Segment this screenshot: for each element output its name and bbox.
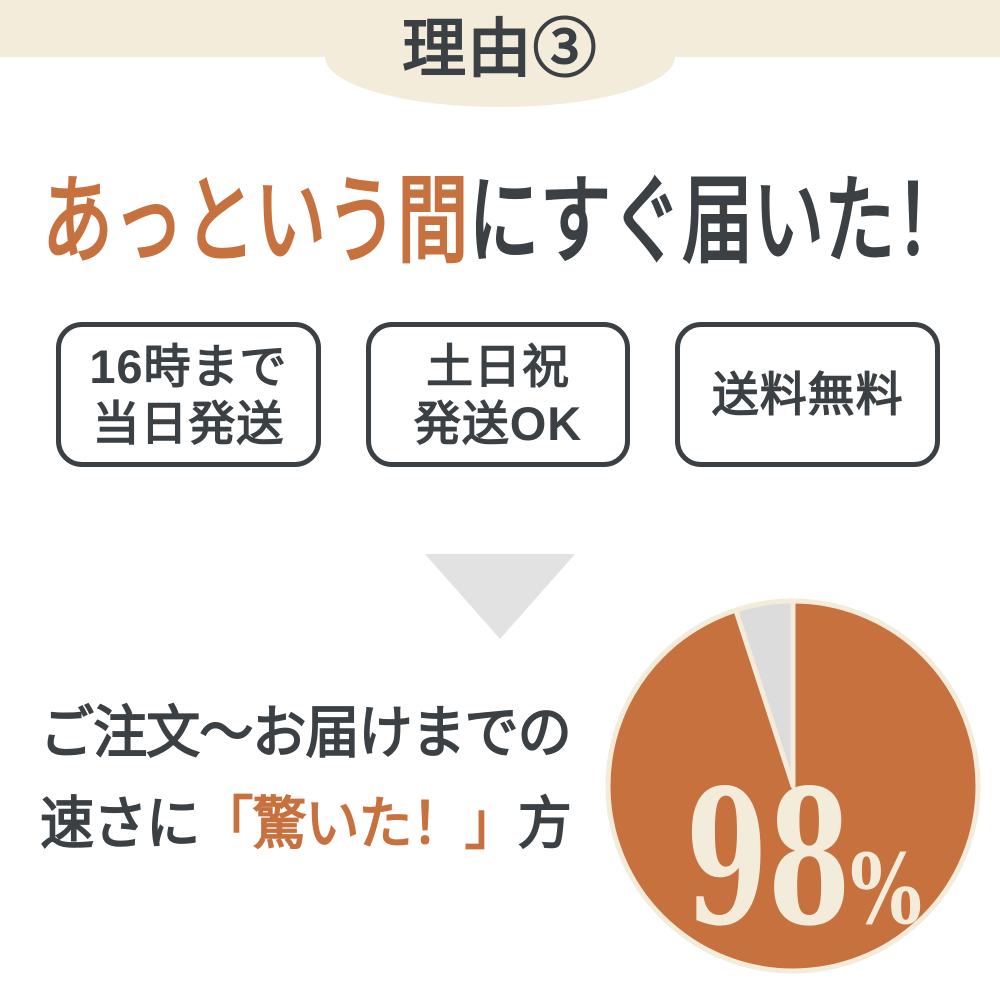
badge-free-shipping: 送料無料 (675, 322, 941, 467)
pie-percent-unit: % (850, 833, 922, 946)
badge-line: 当日発送 (92, 396, 285, 450)
badge-line: 発送OK (413, 396, 583, 450)
reason-label: 理由③ (402, 13, 598, 85)
caption-line2-highlight: 「驚いた！」 (199, 792, 518, 856)
top-banner-curve (325, 7, 675, 107)
survey-caption: ご注文〜お届けまでの 速さに「驚いた！」方 (40, 688, 572, 870)
badge-line: 土日祝 (426, 339, 570, 393)
caption-line2-suffix: 方 (517, 792, 572, 856)
badge-same-day-shipping: 16時まで 当日発送 (56, 322, 321, 467)
badge-weekend-shipping: 土日祝 発送OK (365, 322, 631, 467)
badge-line: 送料無料 (711, 368, 904, 421)
caption-line1: ご注文〜お届けまでの (40, 701, 572, 765)
badge-line: 16時まで (89, 339, 288, 393)
pie-chart: 98 % (605, 598, 981, 974)
pie-remainder-slice (733, 598, 796, 789)
down-triangle-icon (425, 554, 575, 639)
pie-percent-value: 98 (686, 748, 851, 967)
headline-highlight: あっという間 (42, 168, 469, 275)
headline: あっという間にすぐ届いた！ (42, 152, 966, 292)
headline-rest: にすぐ届いた！ (468, 168, 967, 275)
feature-badges: 16時まで 当日発送 土日祝 発送OK 送料無料 (56, 322, 941, 467)
caption-line2-prefix: 速さに (40, 792, 200, 856)
